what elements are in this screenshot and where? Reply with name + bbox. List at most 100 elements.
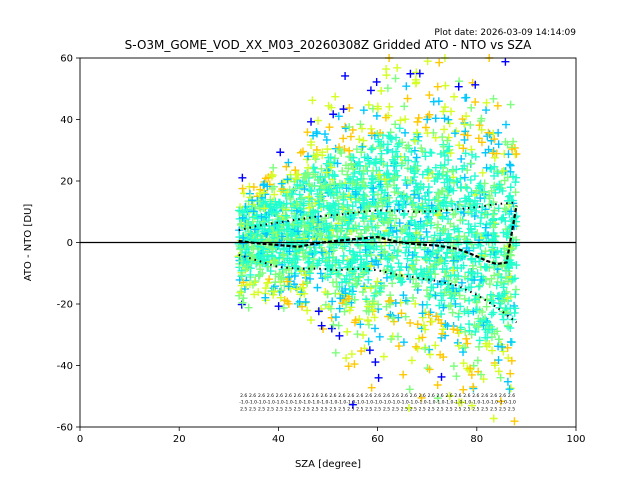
scatter-point bbox=[325, 260, 334, 269]
scatter-point bbox=[406, 165, 415, 174]
scatter-point bbox=[420, 253, 429, 262]
scatter-point bbox=[286, 227, 295, 236]
scatter-point bbox=[408, 251, 417, 260]
scatter-point bbox=[242, 220, 251, 229]
scatter-point bbox=[427, 201, 436, 210]
scatter-point bbox=[473, 356, 482, 365]
scatter-point bbox=[455, 200, 464, 209]
scatter-point bbox=[335, 143, 344, 152]
scatter-point bbox=[359, 142, 368, 151]
scatter-point bbox=[258, 269, 267, 278]
scatter-point bbox=[468, 261, 477, 270]
scatter-point bbox=[291, 254, 300, 263]
scatter-point bbox=[433, 211, 442, 220]
scatter-point bbox=[367, 124, 376, 133]
scatter-point bbox=[294, 227, 303, 236]
scatter-point bbox=[329, 199, 338, 208]
scatter-point bbox=[421, 195, 430, 204]
scatter-point bbox=[300, 185, 309, 194]
scatter-point bbox=[454, 82, 463, 91]
scatter-point bbox=[297, 267, 306, 276]
scatter-point bbox=[372, 202, 381, 211]
scatter-point bbox=[369, 211, 378, 220]
bin-stat-text: -1.0 bbox=[266, 399, 275, 405]
scatter-point bbox=[317, 164, 326, 173]
scatter-point bbox=[485, 200, 494, 209]
scatter-point bbox=[316, 230, 325, 239]
scatter-point bbox=[406, 69, 415, 78]
scatter-point bbox=[496, 373, 505, 382]
bin-stat-text: -1.0 bbox=[454, 399, 463, 405]
bin-stat-text: 2.6 bbox=[276, 393, 283, 399]
bin-stat-text: 2.5 bbox=[401, 406, 408, 412]
scatter-point bbox=[488, 346, 497, 355]
scatter-point bbox=[464, 208, 473, 217]
scatter-point bbox=[467, 401, 476, 410]
scatter-point bbox=[396, 274, 405, 283]
scatter-point bbox=[455, 141, 464, 150]
scatter-point bbox=[425, 365, 434, 374]
scatter-point bbox=[445, 142, 454, 151]
scatter-point bbox=[475, 181, 484, 190]
scatter-point bbox=[466, 364, 475, 373]
scatter-point bbox=[303, 128, 312, 137]
scatter-point bbox=[321, 272, 330, 281]
scatter-point bbox=[412, 256, 421, 265]
scatter-point bbox=[450, 92, 459, 101]
scatter-point bbox=[257, 212, 266, 221]
scatter-point bbox=[390, 221, 399, 230]
scatter-point bbox=[393, 63, 402, 72]
scatter-point bbox=[253, 214, 262, 223]
scatter-point bbox=[260, 204, 269, 213]
scatter-point bbox=[419, 182, 428, 191]
scatter-point bbox=[377, 186, 386, 195]
scatter-point bbox=[308, 96, 317, 105]
scatter-point bbox=[433, 223, 442, 232]
scatter-point bbox=[423, 129, 432, 138]
scatter-point bbox=[395, 219, 404, 228]
scatter-point bbox=[445, 119, 454, 128]
bin-stat-text: -1.0 bbox=[275, 399, 284, 405]
scatter-point bbox=[349, 213, 358, 222]
scatter-point bbox=[322, 249, 331, 258]
bin-stat-text: 2.6 bbox=[392, 393, 399, 399]
scatter-point bbox=[469, 382, 478, 391]
scatter-point bbox=[422, 227, 431, 236]
bin-stat-text: 2.5 bbox=[329, 406, 336, 412]
bin-stat-text: 2.6 bbox=[347, 393, 354, 399]
scatter-point bbox=[506, 384, 515, 393]
scatter-point bbox=[386, 223, 395, 232]
scatter-point bbox=[351, 198, 360, 207]
scatter-point bbox=[476, 317, 485, 326]
scatter-point bbox=[406, 318, 415, 327]
scatter-point bbox=[442, 171, 451, 180]
scatter-point bbox=[358, 142, 367, 151]
scatter-point bbox=[343, 327, 352, 336]
scatter-point bbox=[466, 175, 475, 184]
scatter-point bbox=[485, 191, 494, 200]
scatter-point bbox=[242, 257, 251, 266]
scatter-point bbox=[481, 223, 490, 232]
scatter-point bbox=[375, 332, 384, 341]
scatter-point bbox=[419, 221, 428, 230]
bin-stat-text: -1.0 bbox=[257, 399, 266, 405]
scatter-point bbox=[479, 188, 488, 197]
scatter-point bbox=[471, 98, 480, 107]
scatter-point bbox=[350, 169, 359, 178]
scatter-point bbox=[446, 219, 455, 228]
scatter-point bbox=[471, 222, 480, 231]
bin-stat-text: 2.5 bbox=[374, 406, 381, 412]
scatter-point bbox=[446, 271, 455, 280]
scatter-point bbox=[488, 149, 497, 158]
y-tick-label: -20 bbox=[57, 300, 73, 311]
scatter-point bbox=[382, 273, 391, 282]
scatter-point bbox=[369, 166, 378, 175]
scatter-point bbox=[261, 293, 270, 302]
scatter-point bbox=[361, 245, 370, 254]
scatter-point bbox=[508, 275, 517, 284]
scatter-point bbox=[346, 132, 355, 141]
scatter-point bbox=[365, 346, 374, 355]
scatter-point bbox=[373, 104, 382, 113]
scatter-point bbox=[393, 152, 402, 161]
scatter-point bbox=[498, 261, 507, 270]
